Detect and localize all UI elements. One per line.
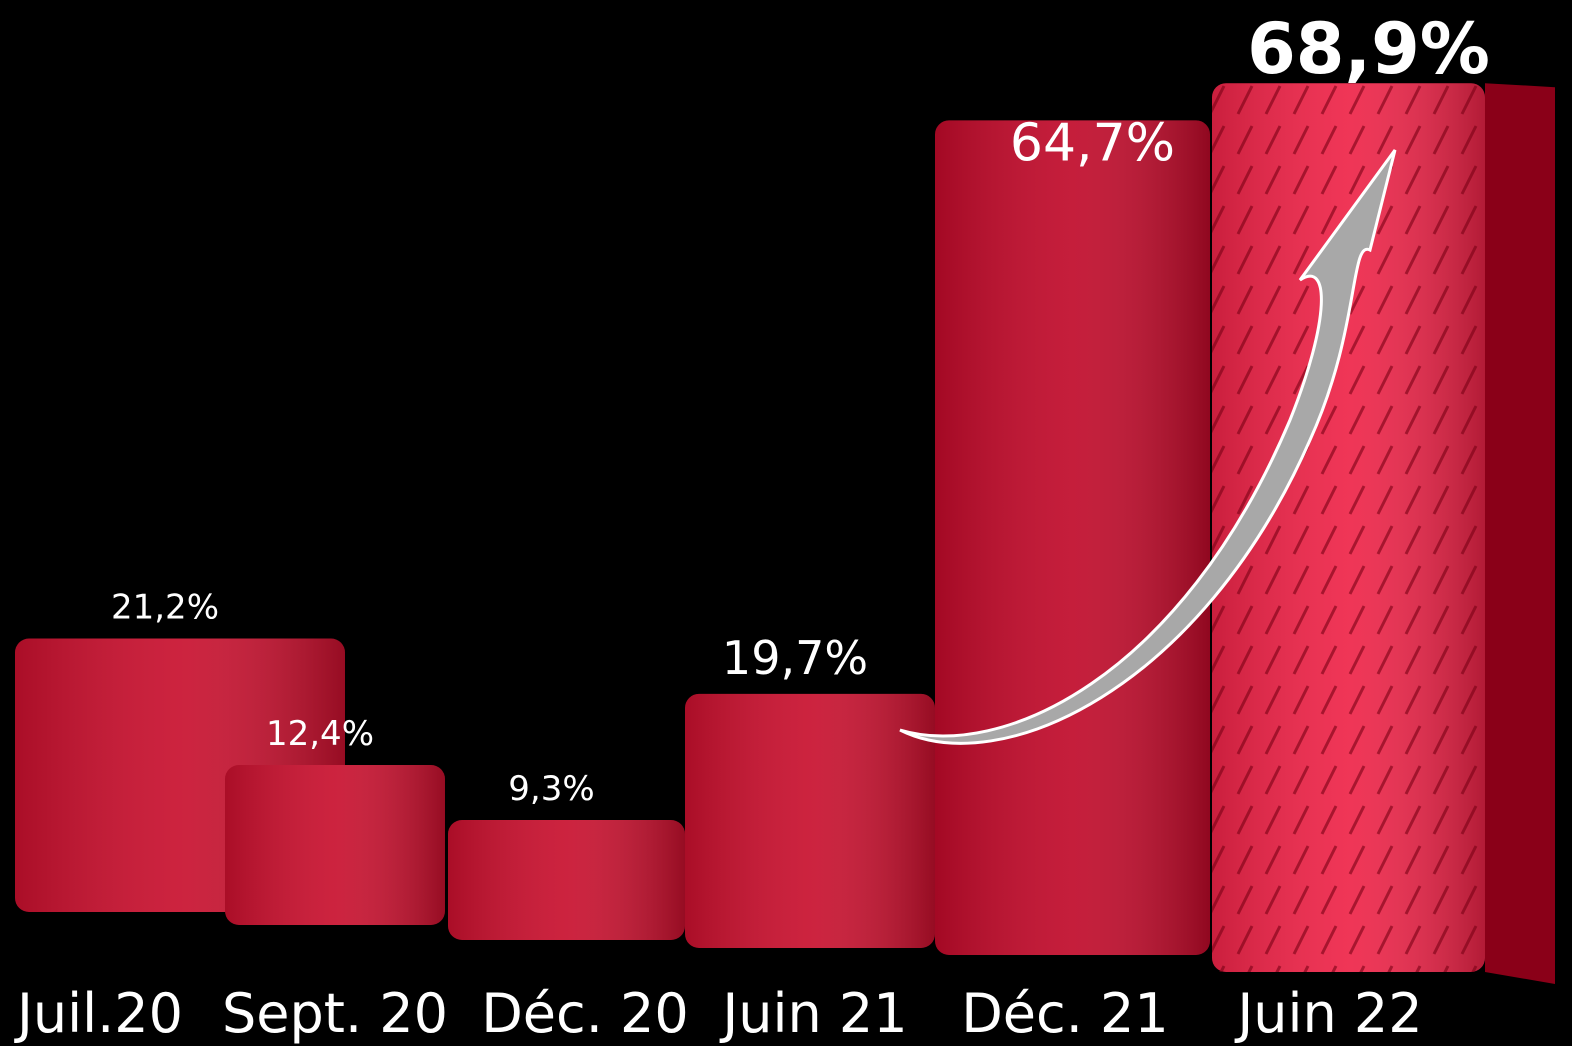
x-tick-label: Juin 21	[719, 982, 907, 1045]
bar-shade	[225, 765, 445, 925]
value-label: 19,7%	[722, 631, 868, 685]
x-tick-label: Juil.20	[14, 982, 183, 1045]
bar-side	[1485, 83, 1555, 984]
bar-shade	[448, 820, 685, 940]
value-label: 12,4%	[266, 714, 374, 754]
x-tick-label: Déc. 21	[961, 982, 1169, 1045]
value-label: 64,7%	[1010, 113, 1175, 173]
value-label: 21,2%	[111, 588, 219, 628]
bar-shade	[685, 693, 935, 948]
value-label: 9,3%	[508, 769, 594, 809]
x-tick-label: Déc. 20	[481, 982, 689, 1045]
value-label: 68,9%	[1247, 8, 1490, 90]
bar-shade	[935, 120, 1210, 956]
trend-arrow	[899, 149, 1397, 745]
x-tick-label: Sept. 20	[222, 982, 448, 1045]
x-tick-label: Juin 22	[1234, 982, 1422, 1045]
